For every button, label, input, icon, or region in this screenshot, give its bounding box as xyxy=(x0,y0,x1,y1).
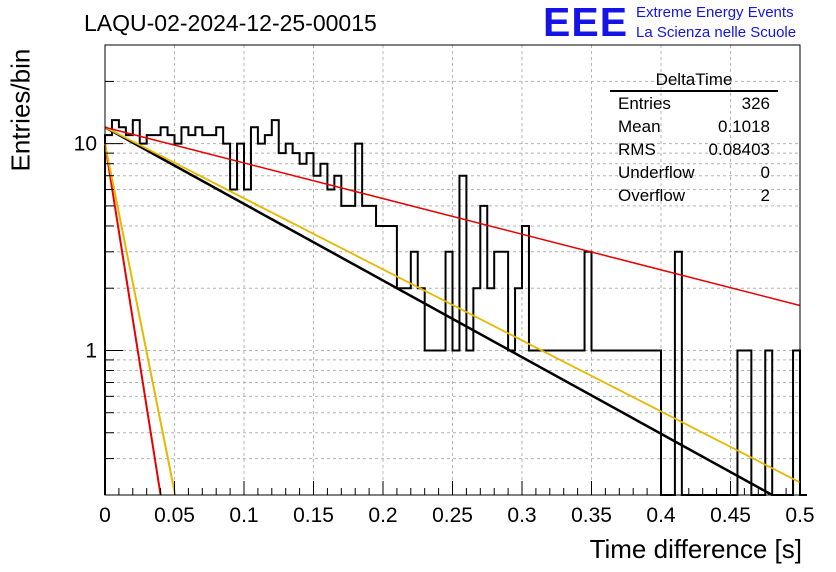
x-tick-label: 0.25 xyxy=(432,504,473,527)
fit-curve xyxy=(104,143,162,496)
fit-curves xyxy=(104,126,801,497)
stat-label: RMS xyxy=(618,140,656,159)
x-tick-label: 0.1 xyxy=(229,504,258,527)
x-tick-label: 0.4 xyxy=(646,504,676,527)
fit-curve xyxy=(104,143,177,496)
x-tick-label: 0.45 xyxy=(710,504,751,527)
x-tick-label: 0.3 xyxy=(507,504,536,527)
axis-ticks: 0 0.05 0.1 0.15 0.2 0.25 0.3 0.35 0.4 0.45 0.5 1 10 xyxy=(74,80,815,527)
x-tick-label: 0.2 xyxy=(368,504,397,527)
histogram-title: LAQU-02-2024-12-25-00015 xyxy=(84,10,377,36)
eee-logo: EEE xyxy=(543,0,629,45)
logo-tagline-1: Extreme Energy Events xyxy=(636,4,794,21)
stat-label: Entries xyxy=(618,94,671,113)
x-tick-label: 0 xyxy=(99,504,111,527)
y-tick-label: 1 xyxy=(85,339,97,362)
y-axis-label: Entries/bin xyxy=(5,48,36,172)
stats-box: DeltaTime Entries 326 Mean 0.1018 RMS 0.… xyxy=(610,70,778,207)
stat-row-entries: Entries 326 xyxy=(610,92,778,115)
stats-title: DeltaTime xyxy=(610,70,778,92)
fit-curve xyxy=(104,126,801,484)
x-axis-label: Time difference [s] xyxy=(589,534,802,564)
x-tick-label: 0.35 xyxy=(571,504,612,527)
stat-value: 0.08403 xyxy=(708,140,770,159)
stat-value: 326 xyxy=(741,94,770,113)
stat-value: 0 xyxy=(760,163,770,182)
logo-tagline-2: La Scienza nelle Scuole xyxy=(636,24,797,41)
stat-row-overflow: Overflow 2 xyxy=(610,184,778,207)
stat-row-underflow: Underflow 0 xyxy=(610,161,778,184)
grid-lines xyxy=(105,45,800,495)
fit-curve xyxy=(104,126,801,307)
stat-row-rms: RMS 0.08403 xyxy=(610,138,778,161)
y-tick-label: 10 xyxy=(74,133,97,156)
x-tick-label: 0.5 xyxy=(785,504,814,527)
stat-value: 0.1018 xyxy=(718,117,770,136)
x-tick-label: 0.05 xyxy=(154,504,195,527)
stat-label: Mean xyxy=(618,117,661,136)
stat-label: Overflow xyxy=(618,186,686,205)
x-tick-label: 0.15 xyxy=(293,504,334,527)
stat-row-mean: Mean 0.1018 xyxy=(610,115,778,138)
fit-curve xyxy=(104,126,773,497)
stat-value: 2 xyxy=(760,186,770,205)
stat-label: Underflow xyxy=(618,163,695,182)
